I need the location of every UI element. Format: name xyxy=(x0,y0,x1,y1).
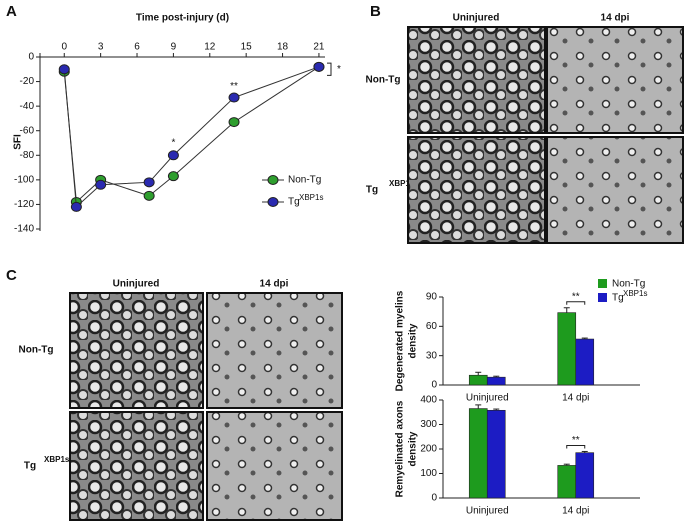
y-tick-label: 100 xyxy=(420,468,437,479)
annotation: * xyxy=(337,64,341,75)
x-tick-label: 0 xyxy=(61,42,67,53)
point xyxy=(58,64,70,75)
annotation: ** xyxy=(572,291,580,302)
micrograph xyxy=(206,411,343,521)
legend-label: Non-Tg xyxy=(288,175,321,186)
y-axis-title: density xyxy=(408,431,419,466)
bar xyxy=(575,338,595,386)
y-tick-label: -40 xyxy=(20,101,35,112)
panel-label: A xyxy=(6,3,17,20)
annotation: ** xyxy=(230,81,238,92)
y-tick-label: -100 xyxy=(14,174,34,185)
point xyxy=(167,171,179,182)
y-axis-title: density xyxy=(408,323,419,358)
micrograph xyxy=(69,411,204,521)
legend-swatch xyxy=(598,279,607,288)
y-tick-label: 300 xyxy=(420,419,437,430)
row-label: Non-Tg xyxy=(366,75,401,86)
y-tick-label: 60 xyxy=(426,321,438,332)
x-tick-label: 3 xyxy=(98,42,104,53)
column-label: Uninjured xyxy=(453,13,500,24)
y-tick-label: 0 xyxy=(431,380,437,391)
y-tick-label: -140 xyxy=(14,224,34,235)
legend-label: Tg xyxy=(612,293,624,304)
x-tick-label: 21 xyxy=(313,42,325,53)
bar xyxy=(486,409,506,499)
bar xyxy=(486,376,506,386)
point xyxy=(143,177,155,188)
micrograph xyxy=(69,292,204,409)
micrograph xyxy=(206,292,343,409)
x-tick-label: 6 xyxy=(134,42,140,53)
x-tick-label: 15 xyxy=(241,42,253,53)
row-label-superscript: XBP1s xyxy=(44,455,70,464)
point xyxy=(313,61,325,72)
y-tick-label: -80 xyxy=(20,150,35,161)
y-tick-label: 400 xyxy=(420,395,437,406)
y-tick-label: -20 xyxy=(20,76,35,87)
x-tick-label: 18 xyxy=(277,42,289,53)
micrograph xyxy=(407,136,546,244)
panel-label: B xyxy=(370,3,381,20)
x-axis-title: Time post-injury (d) xyxy=(136,13,229,24)
y-axis-title: SFI xyxy=(13,134,24,150)
y-tick-label: 200 xyxy=(420,444,437,455)
point xyxy=(228,92,240,103)
point xyxy=(167,150,179,161)
y-tick-label: 30 xyxy=(426,350,438,361)
row-label: Tg xyxy=(366,185,378,196)
x-tick-label: 12 xyxy=(204,42,216,53)
y-tick-label: 0 xyxy=(431,493,437,504)
point xyxy=(143,190,155,201)
bar xyxy=(557,465,577,499)
bracket xyxy=(566,301,586,305)
row-label: Non-Tg xyxy=(19,345,54,356)
row-label-superscript: XBP1s xyxy=(389,179,415,188)
point xyxy=(228,117,240,128)
panel-label: C xyxy=(6,267,17,284)
legend-label-superscript: XBP1s xyxy=(623,289,647,298)
column-label: Uninjured xyxy=(113,279,160,290)
micrograph xyxy=(546,26,684,134)
annotation: * xyxy=(171,138,175,149)
legend-label: Non-Tg xyxy=(612,279,645,290)
column-label: 14 dpi xyxy=(260,279,289,290)
y-tick-label: 0 xyxy=(28,52,34,63)
bracket xyxy=(327,62,332,76)
x-tick-label: Uninjured xyxy=(466,393,509,404)
x-tick-label: 14 dpi xyxy=(562,506,589,517)
bar xyxy=(468,374,488,386)
y-tick-label: 90 xyxy=(426,292,438,303)
legend-marker xyxy=(267,175,279,185)
bar xyxy=(468,408,488,499)
row-label: Tg xyxy=(24,461,36,472)
y-axis-title: Remyelinated axons xyxy=(395,400,406,497)
legend-swatch xyxy=(598,293,607,302)
x-tick-label: 9 xyxy=(171,42,177,53)
column-label: 14 dpi xyxy=(601,13,630,24)
bracket xyxy=(566,444,586,449)
point xyxy=(95,179,107,190)
bar xyxy=(575,452,595,499)
point xyxy=(70,201,82,212)
y-tick-label: -120 xyxy=(14,199,34,210)
annotation: ** xyxy=(572,435,580,446)
micrograph xyxy=(546,136,684,244)
micrograph xyxy=(407,26,546,134)
legend-marker xyxy=(267,197,279,207)
x-tick-label: 14 dpi xyxy=(562,393,589,404)
legend-label-superscript: XBP1s xyxy=(299,193,323,202)
y-tick-label: -60 xyxy=(20,125,35,136)
x-tick-label: Uninjured xyxy=(466,506,509,517)
legend-label: Tg xyxy=(288,197,300,208)
bar xyxy=(557,312,577,386)
y-axis-title: Degenerated myelins xyxy=(395,290,406,391)
